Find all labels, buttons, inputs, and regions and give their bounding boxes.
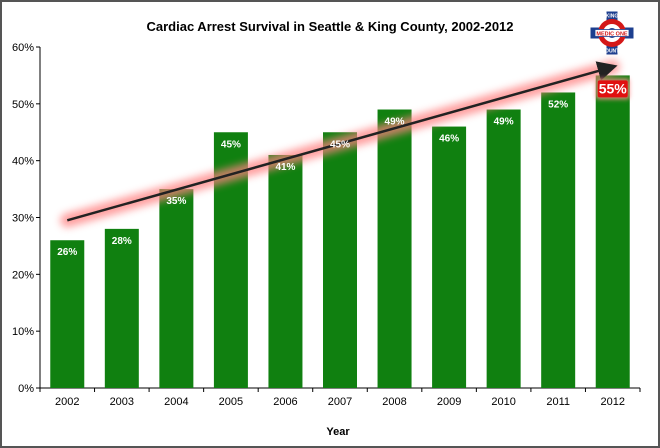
y-tick-label: 0% (18, 383, 34, 395)
y-tick-label: 50% (12, 99, 34, 111)
x-tick-label: 2012 (600, 396, 624, 408)
x-tick-label: 2009 (437, 396, 461, 408)
y-tick-label: 20% (12, 269, 34, 281)
x-tick-label: 2008 (382, 396, 406, 408)
x-tick-label: 2006 (273, 396, 297, 408)
data-label: 45% (330, 139, 350, 150)
data-label: 41% (275, 162, 295, 173)
data-label: 46% (439, 134, 459, 145)
y-tick-label: 10% (12, 326, 34, 338)
data-label: 55% (599, 80, 628, 96)
logo-bottom-text: COUNTY (601, 49, 623, 55)
bar (104, 228, 139, 388)
chart-title: Cardiac Arrest Survival in Seattle & Kin… (146, 19, 513, 34)
x-tick-label: 2010 (491, 396, 515, 408)
bar (541, 92, 576, 388)
data-label: 26% (57, 247, 77, 258)
logo-top-text: KING (606, 14, 619, 20)
x-tick-label: 2002 (55, 396, 79, 408)
king-county-medic-one-logo: MEDIC ONE KING COUNTY (589, 10, 635, 56)
y-tick-label: 40% (12, 156, 34, 168)
data-label: 52% (548, 99, 568, 110)
bar (50, 240, 85, 388)
highlight-data-label: 55% (595, 78, 630, 100)
trend-line-arrow (66, 61, 618, 222)
logo-middle-text: MEDIC ONE (596, 32, 628, 38)
bar (159, 189, 194, 388)
y-tick-label: 60% (12, 42, 34, 54)
x-tick-label: 2007 (328, 396, 352, 408)
data-label: 49% (385, 117, 405, 128)
plot-area: 0% 10% 20% 30% 40% 50% 60% 2002 2003 2004 2005 2006… (12, 42, 641, 408)
bar (432, 126, 467, 389)
highlight-label-box (597, 80, 628, 98)
bar (595, 75, 630, 389)
y-tick-label: 30% (12, 213, 34, 225)
bar (268, 154, 303, 388)
data-label: 35% (166, 196, 186, 207)
x-tick-label: 2005 (219, 396, 243, 408)
bar (323, 132, 357, 388)
data-label: 28% (112, 236, 132, 247)
bar (486, 109, 521, 389)
x-tick-label: 2003 (110, 396, 134, 408)
x-tick-label: 2011 (546, 396, 570, 408)
data-label: 45% (221, 139, 241, 150)
data-label: 49% (494, 117, 514, 128)
x-axis-title: Year (326, 426, 350, 438)
x-tick-label: 2004 (164, 396, 188, 408)
bar (377, 109, 412, 389)
